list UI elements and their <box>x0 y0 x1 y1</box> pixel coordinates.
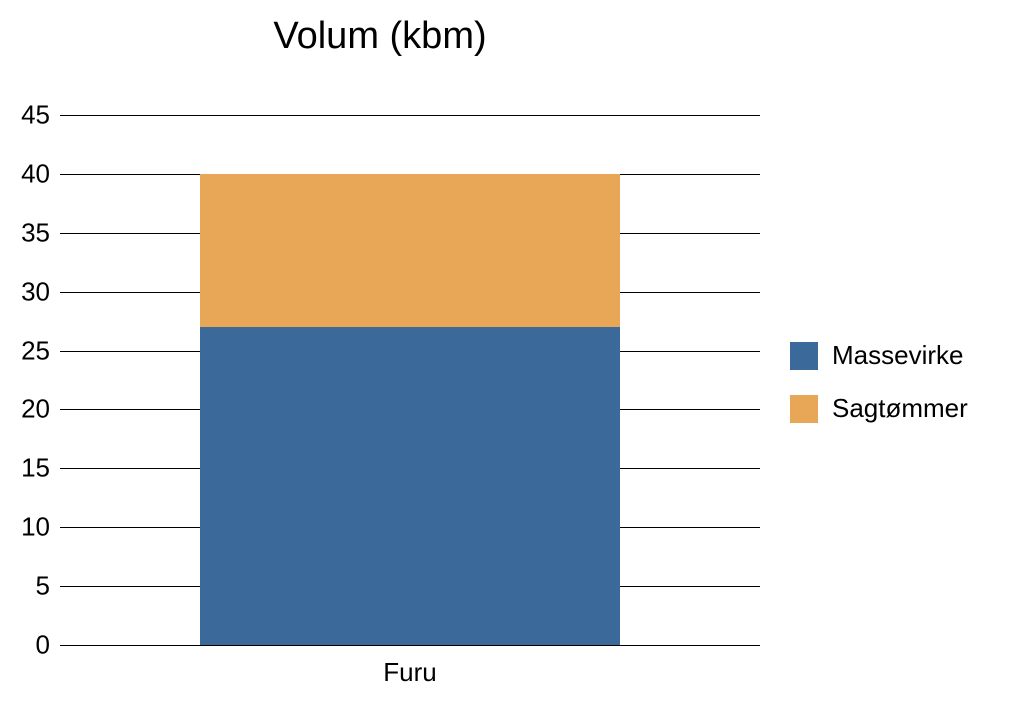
legend-item-sagtommer: Sagtømmer <box>790 393 968 424</box>
legend-item-massevirke: Massevirke <box>790 340 968 371</box>
gridline <box>60 645 760 646</box>
y-tick-label: 25 <box>0 335 50 366</box>
x-tick-label: Furu <box>200 657 620 688</box>
y-tick-label: 5 <box>0 571 50 602</box>
bar-segment <box>200 327 620 645</box>
y-tick-label: 40 <box>0 158 50 189</box>
legend-swatch-massevirke <box>790 342 818 370</box>
plot-area: 051015202530354045Furu <box>60 115 760 645</box>
chart-title: Volum (kbm) <box>0 15 760 58</box>
legend-label-sagtommer: Sagtømmer <box>832 393 968 424</box>
y-tick-label: 20 <box>0 394 50 425</box>
legend: Massevirke Sagtømmer <box>790 340 968 446</box>
legend-label-massevirke: Massevirke <box>832 340 963 371</box>
gridline <box>60 115 760 116</box>
y-tick-label: 35 <box>0 217 50 248</box>
bar-segment <box>200 174 620 327</box>
legend-swatch-sagtommer <box>790 395 818 423</box>
y-tick-label: 0 <box>0 630 50 661</box>
chart-container: Volum (kbm) 051015202530354045Furu Masse… <box>0 0 1024 719</box>
y-tick-label: 45 <box>0 100 50 131</box>
y-tick-label: 10 <box>0 512 50 543</box>
y-tick-label: 15 <box>0 453 50 484</box>
y-tick-label: 30 <box>0 276 50 307</box>
